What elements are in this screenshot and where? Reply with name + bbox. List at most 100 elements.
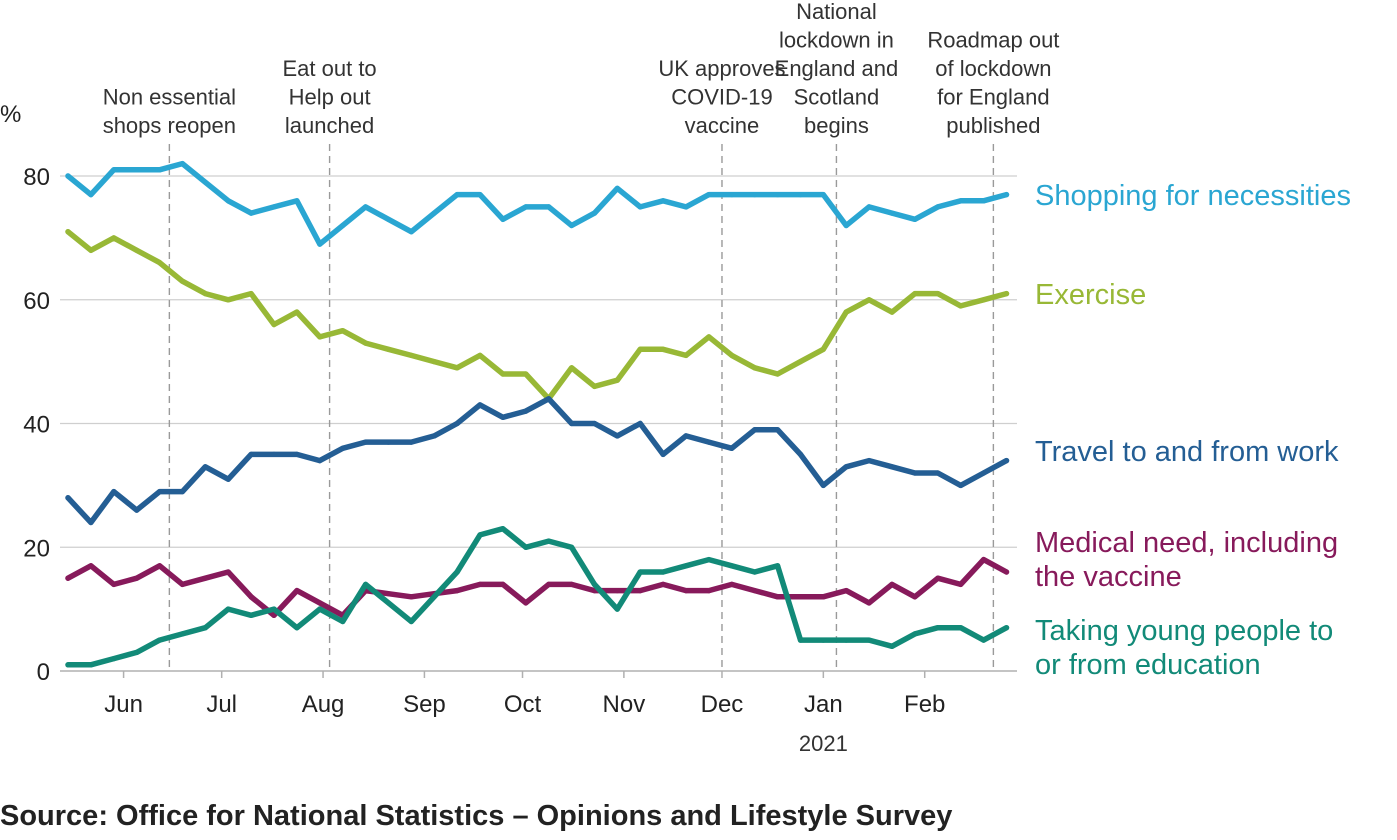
data-point	[65, 662, 71, 668]
data-point	[500, 526, 506, 532]
data-point	[477, 352, 483, 358]
data-point	[248, 594, 254, 600]
data-point	[500, 216, 506, 222]
data-point	[843, 464, 849, 470]
data-point	[111, 167, 117, 173]
data-point	[363, 439, 369, 445]
data-point	[271, 321, 277, 328]
data-point	[134, 575, 140, 581]
data-point	[385, 346, 391, 352]
data-point	[683, 204, 689, 210]
data-point	[477, 581, 483, 588]
series-1	[65, 160, 1010, 247]
data-point	[134, 247, 140, 253]
x-tick-label: Aug	[302, 691, 345, 718]
data-point	[912, 291, 918, 297]
series-5	[65, 525, 1010, 668]
data-point	[179, 161, 185, 167]
annotation-text: COVID-19	[671, 85, 772, 110]
data-point	[225, 606, 231, 612]
data-point	[111, 581, 117, 588]
data-point	[591, 420, 598, 427]
data-point	[546, 204, 552, 210]
data-point	[317, 600, 323, 606]
data-point	[477, 532, 483, 538]
data-point	[775, 427, 781, 433]
annotation-text: of lockdown	[935, 56, 1051, 81]
data-point	[912, 594, 918, 600]
data-point	[752, 427, 758, 433]
data-point	[820, 594, 826, 600]
data-point	[866, 600, 872, 606]
y-axis: 0 20 40 60 80%	[0, 101, 50, 686]
data-point	[569, 222, 575, 229]
series-line	[65, 525, 1010, 668]
annotation-1: Non essential shops reopen	[103, 85, 236, 671]
data-point	[958, 303, 964, 309]
data-point	[729, 563, 735, 569]
data-point	[889, 581, 895, 588]
series-3	[65, 396, 1010, 526]
data-point	[637, 420, 643, 427]
data-point	[111, 235, 117, 241]
data-point	[500, 371, 506, 377]
data-point	[843, 637, 849, 643]
data-point	[202, 291, 208, 297]
series-labels: Shopping for necessities Exercise Travel t…	[1035, 180, 1351, 681]
x-tick-label: Jul	[206, 691, 237, 718]
data-point	[179, 631, 185, 637]
annotation-4: National lockdown in England and Scotland be…	[775, 0, 898, 671]
data-point	[202, 179, 208, 185]
series-line	[65, 160, 1010, 247]
data-point	[958, 625, 964, 631]
data-point	[477, 402, 483, 408]
data-point	[523, 600, 529, 606]
data-point	[179, 278, 185, 284]
data-point	[820, 346, 826, 352]
data-point	[202, 575, 208, 581]
year-label: 2021	[799, 731, 848, 756]
annotation-text: vaccine	[685, 113, 760, 138]
data-point	[431, 594, 437, 600]
data-point	[454, 569, 460, 575]
data-point	[981, 198, 987, 204]
series-label: Medical need, including	[1035, 527, 1338, 559]
data-point	[797, 359, 804, 365]
data-point	[317, 241, 323, 247]
data-point	[935, 575, 941, 581]
data-point	[752, 192, 758, 198]
data-point	[454, 420, 460, 427]
data-point	[248, 210, 254, 216]
data-point	[88, 563, 94, 569]
data-point	[706, 557, 712, 563]
data-point	[981, 637, 987, 643]
data-point	[88, 247, 94, 253]
data-point	[1003, 192, 1010, 198]
data-point	[935, 625, 941, 631]
data-point	[706, 334, 712, 340]
data-point	[797, 192, 804, 198]
data-point	[431, 210, 437, 216]
data-point	[317, 458, 323, 464]
annotation-text: UK approves	[658, 56, 785, 81]
data-point	[660, 451, 666, 457]
x-axis: Jun Jul Aug Sep Oct Nov Dec Jan Feb 2021	[104, 671, 945, 756]
data-point	[363, 340, 369, 346]
data-point	[614, 433, 620, 439]
data-point	[1003, 625, 1010, 631]
data-point	[157, 637, 163, 643]
data-point	[797, 637, 804, 643]
data-point	[111, 656, 117, 662]
data-point	[866, 458, 872, 464]
data-point	[637, 588, 643, 594]
annotation-text: launched	[285, 113, 374, 138]
data-point	[820, 482, 826, 488]
data-point	[546, 396, 552, 402]
data-point	[523, 371, 529, 377]
data-point	[820, 192, 826, 198]
data-point	[294, 588, 300, 594]
data-point	[248, 451, 254, 457]
series-line	[65, 228, 1010, 402]
data-point	[431, 359, 437, 365]
data-point	[408, 618, 414, 625]
